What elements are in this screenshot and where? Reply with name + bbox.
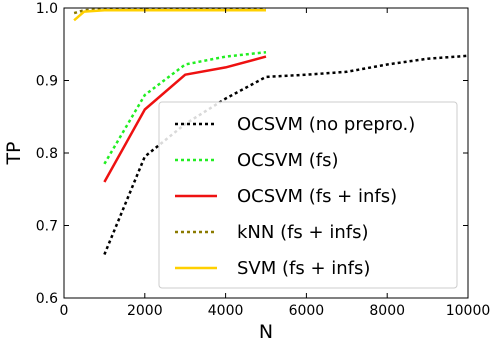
y-tick-label: 1.0 — [36, 1, 58, 17]
x-tick-label: 10000 — [446, 303, 491, 319]
x-tick-label: 8000 — [369, 303, 405, 319]
x-tick-label: 0 — [60, 303, 69, 319]
legend-items: OCSVM (no prepro.) OCSVM (fs) OCSVM (fs + … — [175, 114, 415, 279]
y-tick-label: 0.9 — [36, 74, 58, 90]
legend-label-ocsvm-fs: OCSVM (fs) — [237, 150, 339, 171]
y-tick-label: 0.7 — [36, 219, 58, 235]
legend-box — [158, 101, 458, 289]
x-tick-label: 6000 — [289, 303, 325, 319]
legend-label-knn-fs-infs: kNN (fs + infs) — [237, 222, 368, 243]
x-axis-label: N — [259, 321, 273, 343]
series-line-ocsvm-no-prepro — [103, 54, 469, 255]
y-tick-label: 0.8 — [36, 146, 58, 162]
series-line-ocsvm-fs-infs — [103, 55, 267, 183]
x-tick-label: 4000 — [208, 303, 244, 319]
legend-label-ocsvm-no-prepro: OCSVM (no prepro.) — [237, 114, 415, 135]
legend-label-ocsvm-fs-infs: OCSVM (fs + infs) — [237, 186, 397, 207]
y-axis-label: TP — [3, 141, 25, 165]
series-line-svm-fs-infs — [73, 8, 266, 22]
ticks-layer: 0 2000 4000 6000 8000 10000 0.6 0.7 0.8 0.9 1.0 — [36, 1, 491, 319]
y-tick-label: 0.6 — [36, 291, 58, 307]
x-tick-label: 2000 — [127, 303, 163, 319]
legend-label-svm-fs-infs: SVM (fs + infs) — [237, 258, 370, 279]
legend: OCSVM (no prepro.) OCSVM (fs) OCSVM (fs + … — [158, 101, 458, 289]
